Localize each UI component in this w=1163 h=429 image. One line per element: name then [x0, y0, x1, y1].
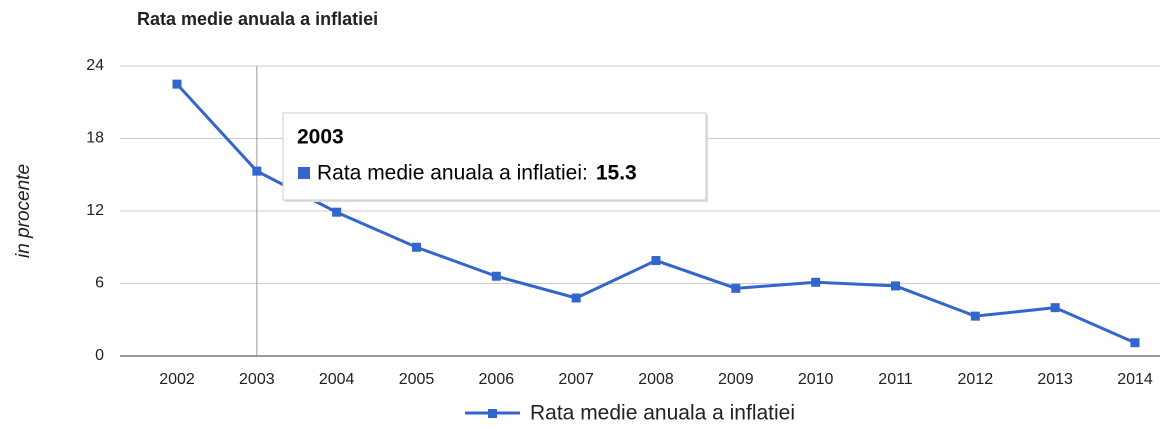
- x-tick-label: 2005: [399, 371, 435, 388]
- x-tick-label: 2014: [1117, 371, 1153, 388]
- x-tick-label: 2008: [638, 371, 674, 388]
- tooltip-value: 15.3: [596, 162, 637, 185]
- x-tick-label: 2011: [878, 371, 913, 388]
- data-point: [970, 311, 980, 321]
- y-axis-label: in procente: [13, 164, 34, 258]
- y-tick-label: 12: [86, 202, 104, 219]
- y-tick-label: 0: [95, 347, 104, 364]
- data-point: [571, 293, 581, 303]
- y-tick-label: 6: [95, 275, 104, 292]
- data-point: [1050, 303, 1060, 313]
- tooltip: 2003 Rata medie anuala a inflatiei: 15.3: [282, 112, 708, 202]
- tooltip-title: 2003: [297, 126, 344, 149]
- data-point: [252, 166, 262, 176]
- x-tick-label: 2004: [319, 371, 355, 388]
- data-point: [811, 277, 821, 287]
- data-point: [651, 256, 661, 266]
- data-point: [332, 207, 342, 217]
- x-tick-label: 2013: [1037, 371, 1073, 388]
- x-tick-label: 2003: [239, 371, 275, 388]
- y-tick-label: 18: [86, 130, 104, 147]
- x-tick-label: 2006: [479, 371, 515, 388]
- y-tick-label: 24: [86, 57, 104, 74]
- x-tick-label: 2009: [718, 371, 754, 388]
- x-tick-label: 2012: [958, 371, 994, 388]
- tooltip-swatch: [298, 167, 310, 179]
- data-point: [891, 281, 900, 291]
- tooltip-box: [282, 112, 707, 201]
- data-point: [412, 242, 421, 252]
- tooltip-label: Rata medie anuala a inflatiei:: [317, 162, 588, 185]
- x-tick-label: 2002: [159, 371, 195, 388]
- data-point: [172, 79, 182, 89]
- data-point: [491, 271, 501, 281]
- legend-label: Rata medie anuala a inflatiei: [530, 402, 795, 425]
- x-tick-label: 2010: [798, 371, 834, 388]
- data-point: [731, 283, 741, 293]
- legend-swatch: [488, 409, 497, 418]
- chart-title: Rata medie anuala a inflatiei: [137, 9, 378, 29]
- x-tick-label: 2007: [558, 371, 594, 388]
- data-point: [1130, 338, 1140, 348]
